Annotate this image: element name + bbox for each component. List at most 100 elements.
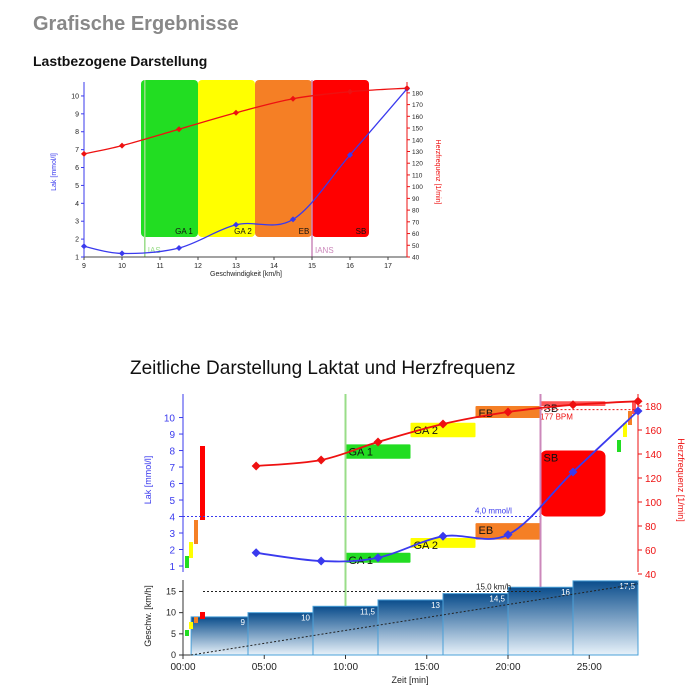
lactate-stage-bar: [200, 446, 205, 520]
speed-threshold-label: 15,0 km/h: [476, 582, 511, 591]
y-axis-label: Lak [mmol/l]: [143, 456, 153, 505]
y-tick-label: 3: [169, 529, 175, 540]
x-tick-label: 15:00: [414, 662, 439, 673]
y-right-tick-label: 120: [412, 161, 423, 168]
lactate-zone-label-eb: EB: [479, 525, 494, 537]
zone-ga2-band: [198, 80, 255, 237]
lactate-point: [438, 531, 448, 541]
speed-y-tick-label: 5: [171, 629, 176, 639]
chart-2-title: Zeitliche Darstellung Laktat und Herzfre…: [130, 358, 516, 379]
hr-stage-bar: [623, 423, 627, 437]
speed-stage-label: 14,5: [489, 595, 505, 604]
speed-stage-bar: [442, 593, 509, 656]
y-right-tick-label: 60: [645, 546, 657, 557]
speed-stage-marker: [185, 630, 189, 636]
heart-rate-point: [176, 126, 182, 133]
zone-eb-band: [255, 80, 312, 237]
speed-stage-label: 10: [301, 614, 310, 623]
lactate-point: [568, 467, 578, 477]
y-right-tick-label: 180: [645, 402, 662, 413]
speed-y-axis-label: Geschw. [km/h]: [143, 585, 153, 647]
zone-ga1-band: [141, 80, 198, 237]
hr-zone-label-ga2: GA 2: [414, 425, 438, 437]
heart-rate-point: [81, 150, 87, 157]
y-tick-label: 8: [75, 129, 79, 136]
speed-y-tick-label: 10: [166, 608, 176, 618]
y-right-tick-label: 60: [412, 231, 420, 238]
x-tick-label: 11: [156, 263, 163, 270]
x-tick-label: 10:00: [333, 662, 358, 673]
x-tick-label: 17: [384, 263, 392, 270]
lactate-point: [347, 152, 353, 158]
speed-stage-bar: [247, 612, 314, 656]
y-tick-label: 2: [75, 237, 79, 244]
x-tick-label: 00:00: [170, 662, 195, 673]
y-right-tick-label: 70: [412, 219, 420, 226]
lactate-zone-label-sb: SB: [544, 453, 559, 465]
speed-stage-bar: [190, 616, 249, 656]
hr-threshold-label: 177 BPM: [540, 413, 573, 422]
y-right-tick-label: 160: [645, 426, 662, 437]
speed-stage-label: 13: [431, 601, 440, 610]
y-right-tick-label: 180: [412, 90, 423, 97]
x-tick-label: 9: [82, 263, 86, 270]
x-tick-label: 20:00: [495, 662, 520, 673]
speed-stage-label: 16: [561, 588, 570, 597]
lactate-point: [633, 406, 643, 416]
y-tick-label: 1: [75, 255, 79, 262]
speed-stage-marker: [194, 617, 198, 623]
y-tick-label: 8: [169, 447, 175, 458]
lactate-threshold-label: 4,0 mmol/l: [475, 507, 512, 516]
x-tick-label: 16: [346, 263, 354, 270]
speed-y-tick-label: 15: [166, 586, 176, 596]
x-tick-label: 14: [270, 263, 278, 270]
page-title: Grafische Ergebnisse: [33, 13, 239, 35]
y-tick-label: 4: [169, 513, 175, 524]
hr-stage-bar: [617, 440, 621, 452]
y-tick-label: 10: [71, 93, 79, 100]
hr-zone-ga2-band: [410, 422, 476, 438]
threshold-ias-label: IAS: [148, 246, 161, 255]
speed-stage-bar: [507, 586, 574, 656]
lactate-stage-bar: [189, 542, 193, 558]
y-right-tick-label: 40: [645, 570, 657, 581]
lactate-point: [233, 221, 239, 228]
y-tick-label: 6: [169, 480, 175, 491]
hr-stage-bar: [632, 402, 636, 414]
zone-sb-band: [312, 80, 369, 237]
threshold-ians-label: IANS: [315, 246, 334, 255]
y-right-tick-label: 50: [412, 243, 420, 250]
y-right-tick-label: 140: [412, 137, 423, 144]
speed-stage-marker: [189, 622, 193, 629]
y-tick-label: 9: [75, 111, 79, 118]
y-right-tick-label: 80: [412, 208, 420, 215]
heart-rate-point: [119, 142, 125, 149]
x-tick-label: 05:00: [252, 662, 277, 673]
x-tick-label: 25:00: [577, 662, 602, 673]
y-tick-label: 9: [169, 430, 175, 441]
heart-rate-point: [233, 109, 239, 116]
y-right-tick-label: 100: [412, 184, 423, 191]
zone-label-eb: EB: [299, 227, 310, 236]
y-tick-label: 6: [75, 165, 79, 172]
lactate-point: [251, 548, 261, 558]
y-tick-label: 5: [169, 496, 175, 507]
lactate-stage-bar: [185, 556, 189, 568]
x-tick-label: 13: [232, 263, 240, 270]
heart-rate-point: [404, 85, 410, 92]
heart-rate-point: [438, 419, 448, 429]
speed-trend-line: [191, 583, 639, 656]
y-right-tick-label: 110: [412, 172, 423, 179]
y-tick-label: 1: [169, 562, 175, 573]
lactate-point: [503, 530, 513, 540]
heart-rate-point: [503, 407, 513, 417]
speed-stage-marker: [200, 612, 205, 619]
y-tick-label: 7: [169, 463, 175, 474]
y-right-tick-label: 80: [645, 522, 657, 533]
lactate-point: [290, 216, 296, 223]
y-tick-label: 4: [75, 201, 79, 208]
speed-stage-label: 17,5: [619, 582, 635, 591]
heart-rate-point: [347, 88, 353, 95]
x-tick-label: 15: [308, 263, 316, 270]
y-right-axis-label: Herzfrequenz [1/min]: [434, 140, 441, 205]
